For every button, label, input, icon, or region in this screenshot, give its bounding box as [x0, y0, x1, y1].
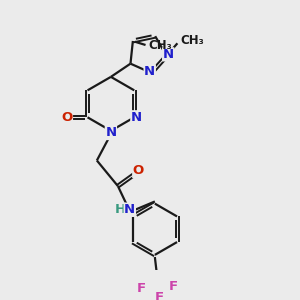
Text: F: F [169, 280, 178, 293]
Text: O: O [133, 164, 144, 178]
Text: H: H [115, 203, 126, 216]
Text: N: N [105, 127, 116, 140]
Text: CH₃: CH₃ [180, 34, 204, 47]
Text: F: F [154, 291, 164, 300]
Text: N: N [131, 111, 142, 124]
Text: O: O [61, 111, 72, 124]
Text: CH₃: CH₃ [148, 39, 172, 52]
Text: N: N [124, 203, 135, 216]
Text: F: F [137, 282, 146, 296]
Text: N: N [144, 65, 155, 78]
Text: N: N [163, 48, 174, 61]
